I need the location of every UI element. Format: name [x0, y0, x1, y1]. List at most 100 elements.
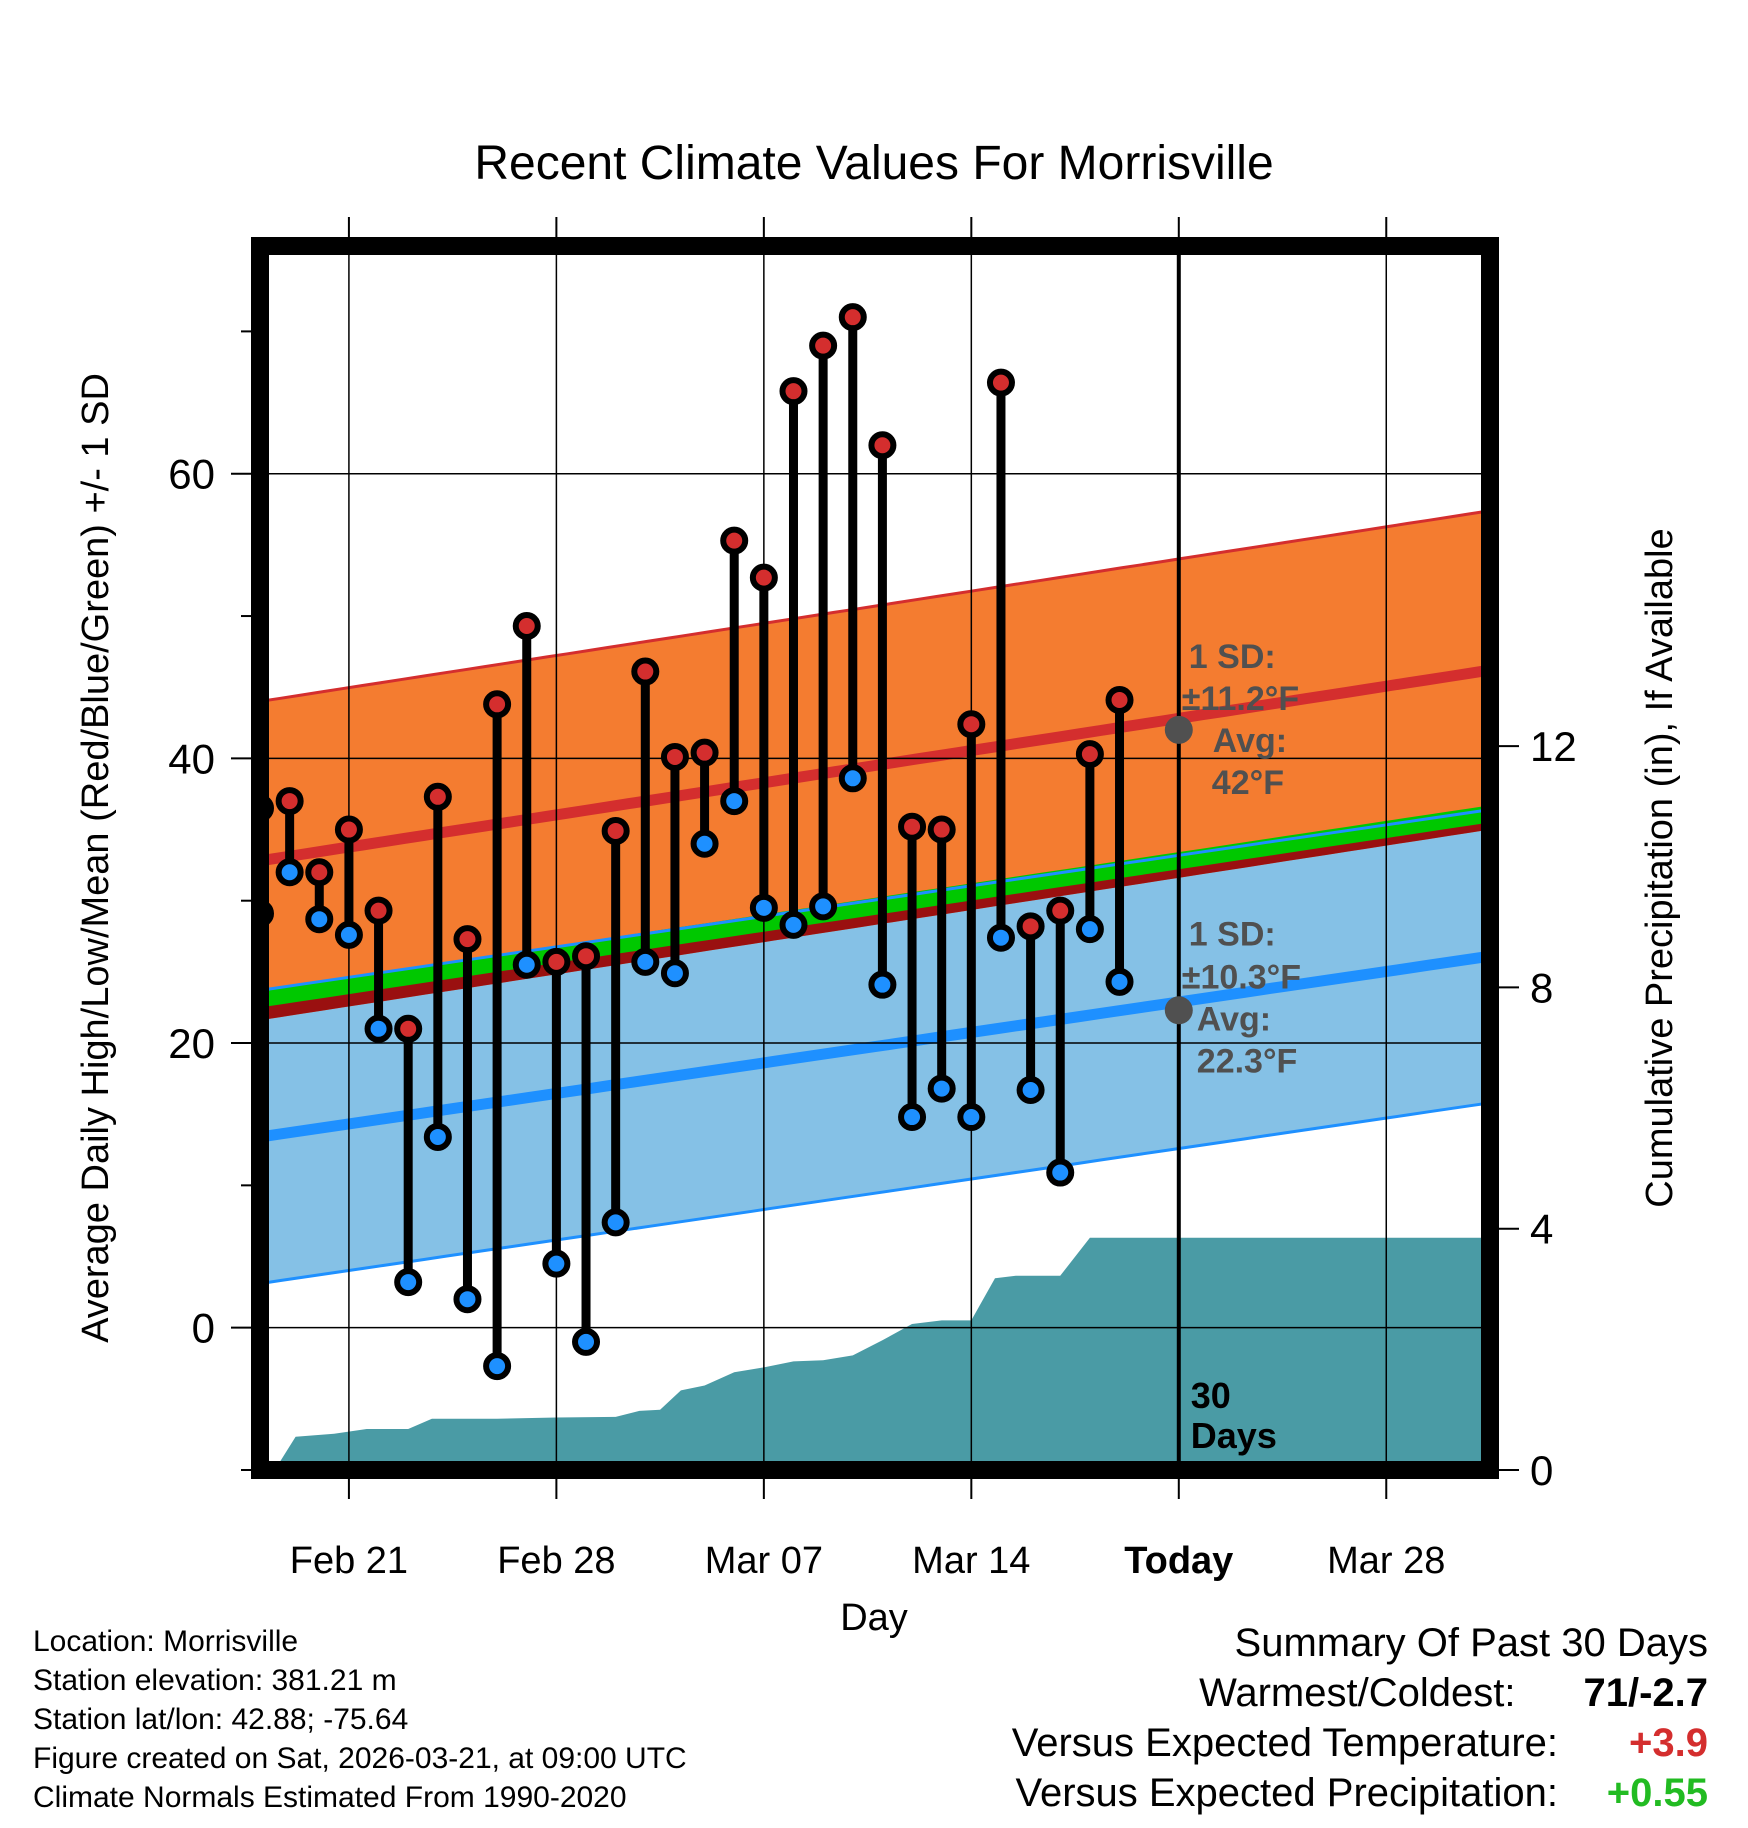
daily-low-point [394, 1268, 423, 1297]
daily-high-point [779, 377, 808, 406]
daily-high-point [542, 947, 571, 976]
x-axis-label: Day [840, 1597, 908, 1639]
low-avg-value: 22.3°F [1197, 1042, 1298, 1080]
daily-high-point [809, 331, 838, 360]
daily-low-point [690, 829, 719, 858]
daily-low-point [542, 1249, 571, 1278]
daily-high-point [898, 812, 927, 841]
y-tick-label: 60 [168, 451, 215, 498]
y-tick-label: 40 [168, 735, 215, 782]
latlon-text: Station lat/lon: 42.88; -75.64 [33, 1703, 409, 1736]
daily-low-point [483, 1352, 512, 1381]
daily-low-point [868, 970, 897, 999]
elevation-text: Station elevation: 381.21 m [33, 1664, 397, 1697]
daily-high-point [423, 782, 452, 811]
daily-low-point [1075, 915, 1104, 944]
y-axis-label: Average Daily High/Low/Mean (Red/Blue/Gr… [75, 373, 117, 1343]
daily-low-point [838, 764, 867, 793]
precip-vs-expected-label: Versus Expected Precipitation: [1015, 1771, 1558, 1815]
daily-high-point [986, 368, 1015, 397]
daily-high-point [660, 742, 689, 771]
low-sd-label: 1 SD: [1189, 915, 1276, 953]
warmest-value: 71/-2.7 [1583, 1671, 1708, 1715]
daily-high-point [1046, 896, 1075, 925]
high-avg-label: Avg: [1213, 722, 1287, 760]
daily-high-point [1016, 912, 1045, 941]
daily-low-point [749, 893, 778, 922]
daily-low-point [305, 905, 334, 934]
daily-high-point [1075, 740, 1104, 769]
y-right-tick-label: 4 [1530, 1206, 1553, 1253]
summary-row-temp: Versus Expected Temperature: +3.9 [808, 1718, 1708, 1768]
daily-high-point [275, 787, 304, 816]
daily-high-point [364, 896, 393, 925]
daily-low-point [779, 910, 808, 939]
daily-low-point [334, 920, 363, 949]
daily-low-point [898, 1103, 927, 1132]
high-sd-upper-edge [260, 509, 1490, 703]
daily-low-point [631, 947, 660, 976]
precip-vs-expected-value: +0.55 [1606, 1771, 1708, 1815]
x-tick-label: Feb 28 [497, 1540, 615, 1582]
today-high-avg-marker [1164, 715, 1193, 744]
daily-low-point [572, 1327, 601, 1356]
daily-high-point [305, 858, 334, 887]
daily-high-point [601, 816, 630, 845]
y-tick-label: 0 [192, 1305, 215, 1352]
plot-frame [251, 237, 1499, 1479]
temp-vs-expected-label: Versus Expected Temperature: [1011, 1721, 1558, 1765]
daily-low-point [986, 923, 1015, 952]
daily-low-point [660, 959, 689, 988]
daily-high-point [453, 925, 482, 954]
daily-low-point [1046, 1158, 1075, 1187]
chart-title: Recent Climate Values For Morrisville [474, 137, 1273, 190]
daily-low-point [423, 1122, 452, 1151]
x-tick-label: Mar 28 [1327, 1540, 1445, 1582]
low-sd-value: ±10.3°F [1182, 958, 1301, 996]
daily-high-point [631, 657, 660, 686]
y-tick-label: 20 [168, 1020, 215, 1067]
daily-low-point [1016, 1075, 1045, 1104]
daily-high-point [720, 526, 749, 555]
daily-high-point [394, 1014, 423, 1043]
daily-high-point [1105, 686, 1134, 715]
station-info: Location: Morrisville Station elevation:… [33, 1622, 687, 1817]
daily-low-point [275, 858, 304, 887]
today-low-avg-marker [1164, 996, 1193, 1025]
daily-low-point [453, 1285, 482, 1314]
precip-cumulative-area [274, 1237, 1490, 1470]
daily-low-point [364, 1014, 393, 1043]
warmest-label: Warmest/Coldest: [1199, 1671, 1516, 1715]
daily-high-point [927, 815, 956, 844]
daily-low-point [957, 1103, 986, 1132]
summary-row-warmest: Warmest/Coldest: 71/-2.7 [808, 1668, 1708, 1718]
daily-high-point [838, 303, 867, 332]
low-avg-label: Avg: [1197, 1000, 1271, 1038]
daily-low-point [1105, 967, 1134, 996]
daily-low-point [927, 1074, 956, 1103]
high-sd-value: ±11.2°F [1182, 680, 1299, 718]
x-tick-label: Feb 21 [290, 1540, 408, 1582]
location-text: Location: Morrisville [33, 1625, 299, 1658]
daily-high-point [572, 942, 601, 971]
x-tick-label: Mar 07 [705, 1540, 823, 1582]
temp-vs-expected-value: +3.9 [1629, 1721, 1708, 1765]
daily-low-point [720, 787, 749, 816]
normals-text: Climate Normals Estimated From 1990-2020 [33, 1781, 627, 1814]
daily-high-point [690, 738, 719, 767]
summary-panel: Summary Of Past 30 Days Warmest/Coldest:… [808, 1618, 1708, 1818]
y-right-tick-label: 0 [1530, 1447, 1553, 1494]
high-sd-label: 1 SD: [1189, 638, 1276, 676]
daily-high-point [868, 431, 897, 460]
days-unit-label: Days [1191, 1415, 1277, 1456]
summary-title: Summary Of Past 30 Days [1234, 1621, 1708, 1665]
daily-low-point [512, 950, 541, 979]
y-right-axis-label: Cumulative Precipitation (in), If Availa… [1639, 528, 1681, 1207]
x-tick-label: Mar 14 [912, 1540, 1030, 1582]
daily-high-point [483, 690, 512, 719]
y-right-tick-label: 8 [1530, 964, 1553, 1011]
daily-high-point [957, 710, 986, 739]
daily-high-point [334, 815, 363, 844]
daily-high-point [749, 563, 778, 592]
daily-high-point [512, 612, 541, 641]
